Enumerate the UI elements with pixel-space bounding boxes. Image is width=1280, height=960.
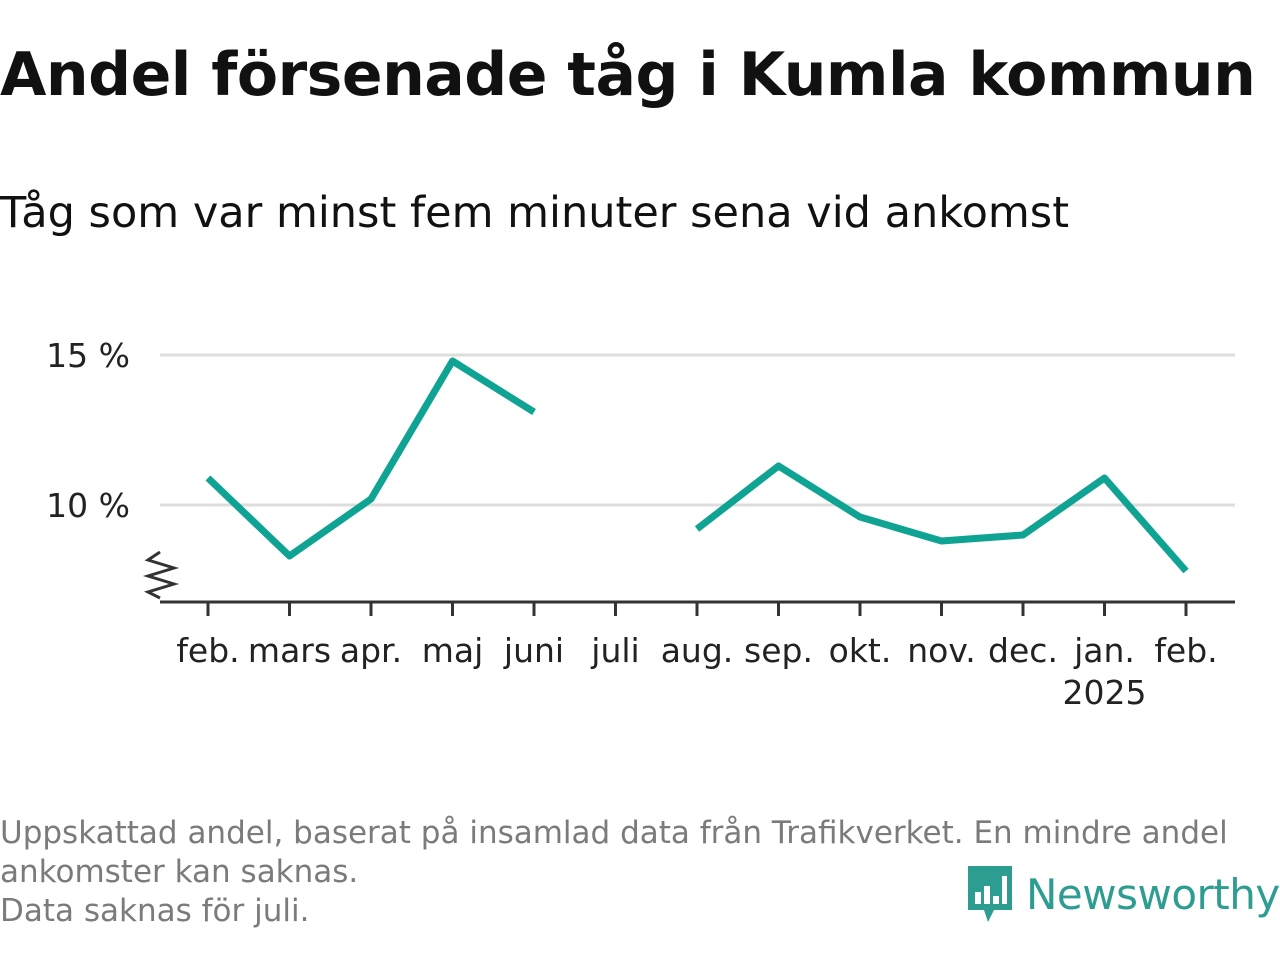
grid-lines [160, 353, 1235, 507]
x-tick-label: okt. [829, 631, 892, 670]
footnote-line-1: Uppskattad andel, baserat på insamlad da… [0, 815, 1228, 851]
x-tick-label: nov. [907, 631, 976, 670]
x-tick-label: apr. [340, 631, 402, 670]
brand-name: Newsworthy [1026, 869, 1280, 919]
newsworthy-logo-icon [968, 866, 1012, 922]
x-tick-label: juni [503, 631, 564, 670]
x-tick-label: aug. [661, 631, 734, 670]
x-tick-label: jan. [1073, 631, 1135, 670]
x-tick-label: sep. [744, 631, 813, 670]
chart-subtitle: Tåg som var minst fem minuter sena vid a… [0, 188, 1070, 238]
x-tick-label: juli [590, 631, 639, 670]
line-chart: 10 %15 %feb. mars apr. maj juni juli aug. sep. o… [46, 336, 1235, 712]
tick-labels: 10 %15 %feb. mars apr. maj juni juli aug. sep. o… [46, 336, 1218, 712]
x-tick-label: dec. [988, 631, 1058, 670]
x-tick-label: feb. [176, 631, 239, 670]
x-axis [142, 550, 1235, 616]
series-line [205, 357, 536, 560]
series-line [694, 462, 1189, 574]
footnote: Uppskattad andel, baserat på insamlad da… [0, 814, 1270, 931]
brand-logo: Newsworthy [964, 864, 1280, 924]
y-tick-label: 15 % [46, 336, 130, 375]
footnote-line-3: Data saknas för juli. [0, 893, 310, 929]
x-year-label: 2025 [1063, 673, 1147, 712]
series-lines [205, 357, 1189, 574]
x-tick-label: mars [248, 631, 331, 670]
axis-break-icon [142, 550, 180, 600]
chart-title: Andel försenade tåg i Kumla kommun [0, 40, 1256, 110]
y-tick-label: 10 % [46, 486, 130, 525]
footnote-line-2: ankomster kan saknas. [0, 854, 359, 890]
x-tick-label: maj [422, 631, 484, 670]
x-tick-label: feb. [1154, 631, 1217, 670]
